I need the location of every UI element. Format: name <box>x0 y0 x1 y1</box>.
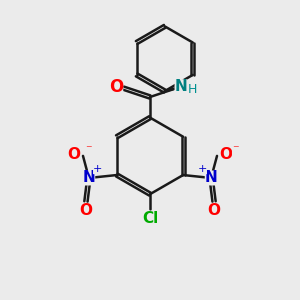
Text: O: O <box>109 78 123 96</box>
Text: O: O <box>219 147 232 162</box>
Text: +: + <box>198 164 207 174</box>
Text: ⁻: ⁻ <box>232 143 238 156</box>
Text: N: N <box>175 79 187 94</box>
Text: N: N <box>205 170 218 185</box>
Text: O: O <box>80 203 92 218</box>
Text: H: H <box>188 83 197 96</box>
Text: ⁻: ⁻ <box>85 143 92 156</box>
Text: N: N <box>82 170 95 185</box>
Text: Cl: Cl <box>142 211 158 226</box>
Text: O: O <box>68 147 81 162</box>
Text: +: + <box>93 164 102 174</box>
Text: O: O <box>208 203 220 218</box>
